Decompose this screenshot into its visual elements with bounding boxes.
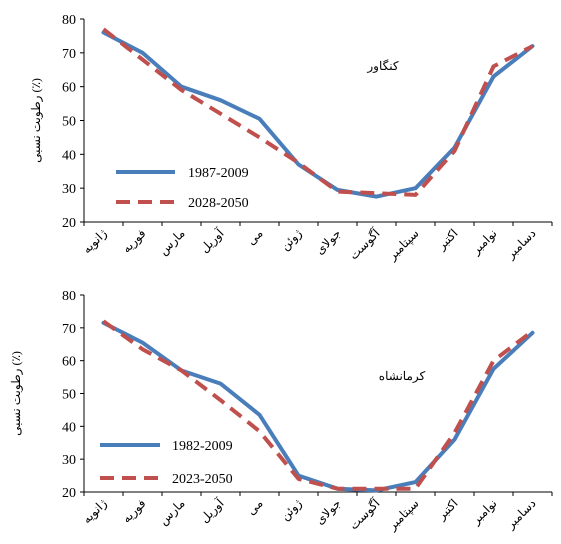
x-tick-label: می	[244, 496, 266, 518]
x-tick-label: آوریل	[197, 225, 227, 255]
x-tick-label: سپتامبر	[384, 226, 421, 263]
y-tick-label: 20	[62, 486, 76, 501]
legend-label-2: 2023-2050	[172, 472, 233, 487]
x-tick-label: مارس	[156, 226, 187, 257]
x-tick-label: دسامبر	[503, 226, 539, 262]
x-tick-label: ژانویه	[80, 496, 110, 526]
y-tick-label: 30	[62, 453, 76, 468]
chart-panel-2: 20 30 40 50 60 70 80 ژانویه فوریه مارس آوریل می ژوئن…	[9, 289, 553, 533]
x-tick-label: ژوئن	[278, 226, 305, 253]
legend-label-1: 1987-2009	[188, 166, 249, 181]
y-tick-label: 70	[62, 47, 76, 62]
y-tick-label: 30	[62, 182, 76, 197]
legend-label-1: 1982-2009	[172, 439, 233, 454]
x-tick-label: فوریه	[119, 226, 148, 255]
series-line-2	[102, 27, 534, 197]
x-tick-label: ژانویه	[80, 226, 110, 256]
series-line-2	[102, 319, 534, 491]
y-axis-label: رطوبت نسبی (٪)	[29, 78, 43, 163]
x-tick-label: نوامبر	[468, 226, 499, 257]
x-tick-label: اکتبر	[434, 226, 461, 253]
chart-title: کرمانشاه	[379, 369, 426, 383]
x-tick-label: سپتامبر	[384, 496, 421, 533]
x-tick-label: آگوست	[346, 225, 383, 262]
x-tick-label: اکتبر	[434, 496, 461, 523]
y-tick-label: 80	[62, 289, 76, 304]
y-tick-label: 60	[62, 355, 76, 370]
y-tick-label: 60	[62, 81, 76, 96]
y-tick-label: 70	[62, 322, 76, 337]
x-tick-label: مارس	[156, 496, 187, 527]
x-tick-label: جولای	[313, 226, 344, 257]
legend-label-2: 2028-2050	[188, 196, 249, 211]
y-tick-label: 50	[62, 115, 76, 130]
x-tick-label: آوریل	[197, 495, 227, 525]
x-tick-label: فوریه	[119, 496, 148, 525]
y-axis-label: رطوبت نسبی (٪)	[9, 351, 23, 436]
y-tick-label: 40	[62, 420, 76, 435]
x-tick-label: می	[244, 226, 266, 248]
x-tick-label: نوامبر	[468, 496, 499, 527]
x-tick-label: دسامبر	[503, 496, 539, 532]
y-tick-label: 40	[62, 148, 76, 163]
series-line-1	[101, 30, 535, 199]
chart-title: کنگاور	[366, 59, 398, 73]
chart-panel-1: 20 30 40 50 60 70 80 ژانویه فوریه مارس آوریل می ژوئن…	[29, 13, 553, 263]
y-tick-label: 50	[62, 388, 76, 403]
y-tick-label: 80	[62, 13, 76, 28]
x-tick-label: آگوست	[346, 495, 383, 532]
x-tick-label: جولای	[313, 496, 344, 527]
x-tick-label: ژوئن	[278, 496, 305, 523]
y-tick-label: 20	[62, 216, 76, 231]
